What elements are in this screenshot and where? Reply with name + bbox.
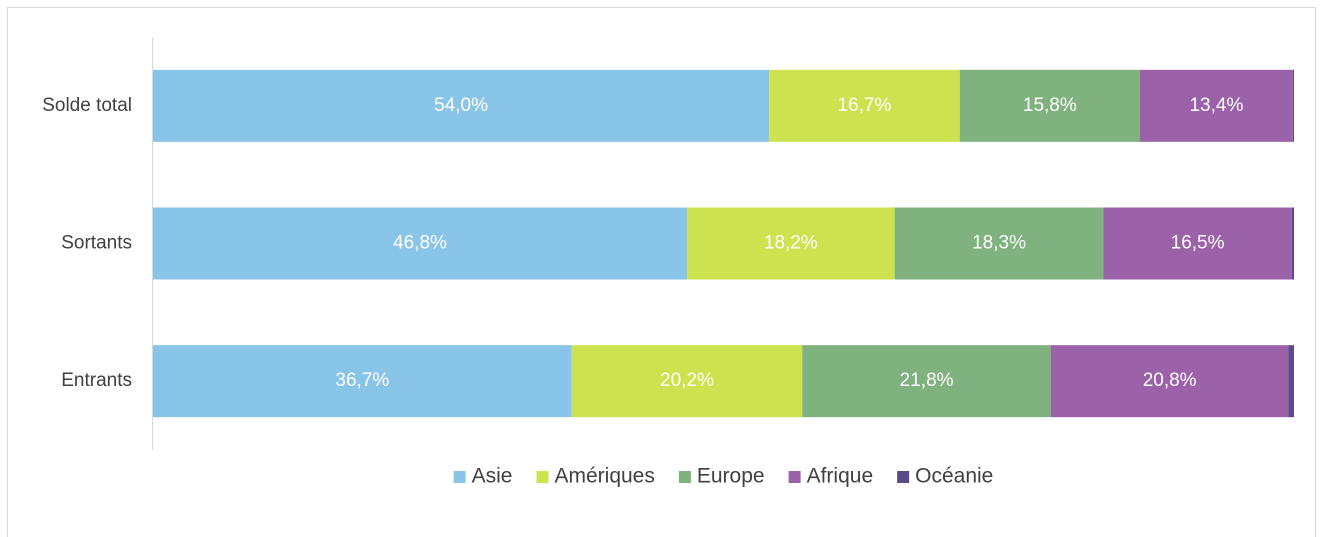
value-label: 46,8% [393,233,447,254]
bar-segment [153,69,770,142]
legend-label: Europe [697,465,765,488]
legend-swatch [897,471,910,483]
bar-segment [1288,345,1294,418]
legend-label: Amériques [554,465,654,488]
legend-label: Afrique [807,465,874,488]
legend-label: Asie [472,465,513,488]
bar-segment [1139,69,1293,142]
bar-segment [1291,207,1294,280]
bar-segment [153,345,572,418]
value-label: 20,2% [660,370,714,391]
bar-segment [686,207,895,280]
value-label: 54,0% [434,95,488,116]
category-label: Entrants [61,370,132,391]
value-label: 18,2% [764,233,818,254]
bar-segment [769,69,960,142]
bar-segment [1050,345,1289,418]
value-label: 20,8% [1143,370,1197,391]
bar-segment [1103,207,1292,280]
value-label: 15,8% [1023,95,1077,116]
bar-segment [571,345,803,418]
legend-swatch [788,471,801,483]
legend-swatch [453,471,466,483]
category-label: Sortants [61,233,132,254]
legend-label: Océanie [915,465,993,488]
value-label: 16,7% [837,95,891,116]
value-label: 21,8% [900,370,954,391]
legend-swatch [536,471,549,483]
bar-segment [959,69,1140,142]
legend-swatch [678,471,691,483]
bar-segment [1292,69,1294,142]
bar-segment [802,345,1051,418]
value-label: 16,5% [1171,233,1225,254]
value-label: 36,7% [335,370,389,391]
chart-border [7,7,1316,537]
category-label: Solde total [42,95,132,116]
value-label: 18,3% [972,233,1026,254]
bar-segment [894,207,1104,280]
value-label: 13,4% [1189,95,1243,116]
bar-segment [153,207,687,280]
